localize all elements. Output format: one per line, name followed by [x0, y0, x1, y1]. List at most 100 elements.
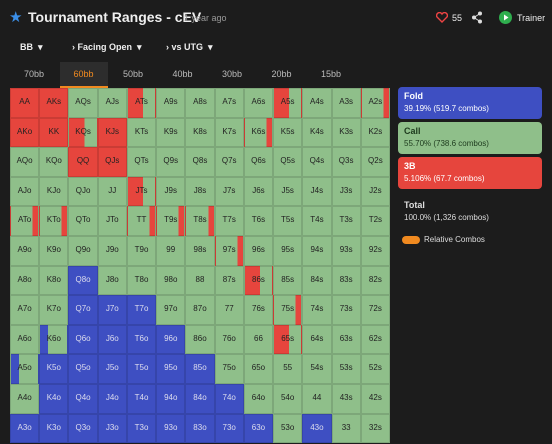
- hand-cell[interactable]: Q3o: [68, 413, 98, 444]
- hand-cell[interactable]: 55: [273, 354, 303, 384]
- hand-cell[interactable]: K7s: [214, 117, 244, 148]
- hand-cell[interactable]: J8s: [185, 176, 215, 207]
- hand-cell[interactable]: A3o: [10, 413, 40, 444]
- hand-cell[interactable]: 83o: [185, 413, 215, 444]
- hand-cell[interactable]: Q5s: [273, 147, 303, 177]
- hand-cell[interactable]: J3s: [331, 176, 361, 207]
- hand-cell[interactable]: T5o: [126, 354, 157, 384]
- heart-icon[interactable]: [436, 12, 448, 23]
- tab[interactable]: 15bb: [320, 69, 342, 79]
- hand-cell[interactable]: AJo: [10, 176, 40, 207]
- hand-cell[interactable]: 65o: [243, 354, 274, 384]
- hand-cell[interactable]: 64s: [302, 324, 332, 355]
- hand-cell[interactable]: 97s: [214, 236, 244, 266]
- hand-cell[interactable]: A6o: [10, 324, 40, 355]
- hand-cell[interactable]: 98s: [185, 236, 215, 266]
- hand-cell[interactable]: 32s: [360, 413, 390, 444]
- hand-cell[interactable]: J5s: [273, 176, 303, 207]
- hand-cell[interactable]: Q2s: [360, 147, 390, 177]
- hand-cell[interactable]: JTo: [97, 206, 127, 236]
- hand-cell[interactable]: 92s: [360, 236, 390, 266]
- hand-cell[interactable]: JTs: [126, 176, 157, 207]
- hand-cell[interactable]: T6s: [243, 206, 274, 236]
- share-icon[interactable]: [471, 11, 483, 24]
- toggle-switch[interactable]: [402, 236, 420, 244]
- hand-cell[interactable]: K8o: [39, 265, 69, 296]
- hand-cell[interactable]: 72s: [360, 295, 390, 325]
- hand-cell[interactable]: KTs: [126, 117, 157, 148]
- hand-cell[interactable]: Q4s: [302, 147, 332, 177]
- hand-cell[interactable]: 54o: [273, 384, 303, 414]
- hand-cell[interactable]: QTs: [126, 147, 157, 177]
- hand-cell[interactable]: A3s: [331, 88, 361, 118]
- hand-cell[interactable]: 73o: [214, 413, 244, 444]
- hand-cell[interactable]: J6s: [243, 176, 274, 207]
- hand-cell[interactable]: A8o: [10, 265, 40, 296]
- hand-cell[interactable]: 93s: [331, 236, 361, 266]
- hand-cell[interactable]: QJo: [68, 176, 98, 207]
- hand-cell[interactable]: J3o: [97, 413, 127, 444]
- hand-cell[interactable]: A5o: [10, 354, 40, 384]
- hand-cell[interactable]: 74s: [302, 295, 332, 325]
- hand-cell[interactable]: A4o: [10, 384, 40, 414]
- hand-cell[interactable]: 97o: [156, 295, 186, 325]
- hand-cell[interactable]: Q3s: [331, 147, 361, 177]
- hand-cell[interactable]: K5s: [273, 117, 303, 148]
- hand-cell[interactable]: 76o: [214, 324, 244, 355]
- hand-cell[interactable]: QTo: [68, 206, 98, 236]
- hand-cell[interactable]: KTo: [39, 206, 69, 236]
- hand-cell[interactable]: 87s: [214, 265, 244, 296]
- hand-cell[interactable]: 75s: [273, 295, 303, 325]
- hand-cell[interactable]: A7s: [214, 88, 244, 118]
- hand-cell[interactable]: 94o: [156, 384, 186, 414]
- hand-cell[interactable]: TT: [126, 206, 157, 236]
- tab[interactable]: 50bb: [122, 69, 144, 79]
- hand-cell[interactable]: 95o: [156, 354, 186, 384]
- hand-cell[interactable]: T2s: [360, 206, 390, 236]
- hand-cell[interactable]: K6s: [243, 117, 274, 148]
- hand-cell[interactable]: QQ: [68, 147, 98, 177]
- hand-cell[interactable]: 83s: [331, 265, 361, 296]
- hand-cell[interactable]: J6o: [97, 324, 127, 355]
- hand-cell[interactable]: 96o: [156, 324, 186, 355]
- hand-cell[interactable]: 62s: [360, 324, 390, 355]
- hand-cell[interactable]: K4o: [39, 384, 69, 414]
- hand-cell[interactable]: 43o: [302, 413, 332, 444]
- hand-cell[interactable]: A9o: [10, 236, 40, 266]
- hand-cell[interactable]: Q8s: [185, 147, 215, 177]
- hand-cell[interactable]: AQo: [10, 147, 40, 177]
- hand-cell[interactable]: J4o: [97, 384, 127, 414]
- hand-cell[interactable]: A8s: [185, 88, 215, 118]
- hand-cell[interactable]: T7s: [214, 206, 244, 236]
- hand-cell[interactable]: 76s: [243, 295, 274, 325]
- hand-cell[interactable]: 63o: [243, 413, 274, 444]
- hand-cell[interactable]: 94s: [302, 236, 332, 266]
- hand-cell[interactable]: 42s: [360, 384, 390, 414]
- hand-cell[interactable]: JJ: [97, 176, 127, 207]
- hand-cell[interactable]: T5s: [273, 206, 303, 236]
- hand-cell[interactable]: KQo: [39, 147, 69, 177]
- hand-cell[interactable]: A4s: [302, 88, 332, 118]
- hand-cell[interactable]: 65s: [273, 324, 303, 355]
- hand-cell[interactable]: 66: [243, 324, 274, 355]
- hand-cell[interactable]: 86o: [185, 324, 215, 355]
- hand-cell[interactable]: J2s: [360, 176, 390, 207]
- hand-cell[interactable]: 99: [156, 236, 186, 266]
- hand-cell[interactable]: K7o: [39, 295, 69, 325]
- hand-cell[interactable]: A7o: [10, 295, 40, 325]
- hand-cell[interactable]: J9s: [156, 176, 186, 207]
- hand-cell[interactable]: KQs: [68, 117, 98, 148]
- hand-cell[interactable]: 74o: [214, 384, 244, 414]
- hand-cell[interactable]: QJs: [97, 147, 127, 177]
- hand-cell[interactable]: T8o: [126, 265, 157, 296]
- hand-cell[interactable]: 64o: [243, 384, 274, 414]
- hand-cell[interactable]: AJs: [97, 88, 127, 118]
- hand-cell[interactable]: Q8o: [68, 265, 98, 296]
- hand-cell[interactable]: T8s: [185, 206, 215, 236]
- hand-cell[interactable]: K4s: [302, 117, 332, 148]
- hand-cell[interactable]: Q7o: [68, 295, 98, 325]
- hand-cell[interactable]: A9s: [156, 88, 186, 118]
- hand-cell[interactable]: T4s: [302, 206, 332, 236]
- hand-cell[interactable]: 43s: [331, 384, 361, 414]
- hand-cell[interactable]: T9o: [126, 236, 157, 266]
